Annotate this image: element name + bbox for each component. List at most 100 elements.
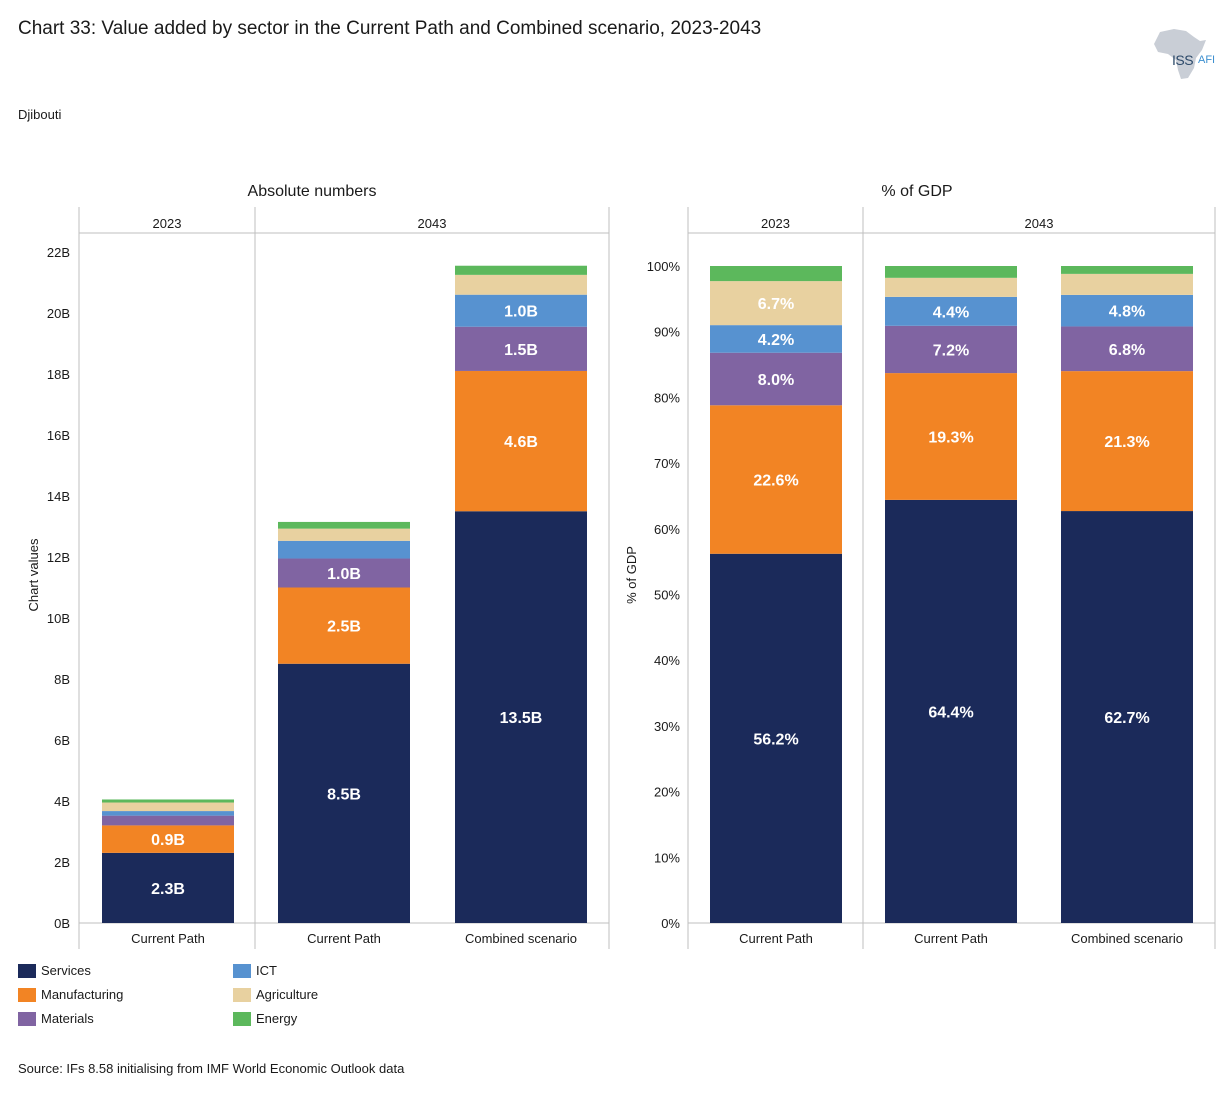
group-header: 2043: [418, 216, 447, 231]
x-category-label: Combined scenario: [465, 931, 577, 946]
chart-title: Chart 33: Value added by sector in the C…: [18, 18, 762, 39]
y-tick-label: 10B: [47, 611, 70, 626]
y-tick-label: 4B: [54, 794, 70, 809]
logo-iss-text: ISS: [1172, 52, 1194, 68]
legend-swatch: [18, 987, 36, 1002]
bar-segment-energy: [710, 266, 842, 282]
y-tick-label: 10%: [654, 850, 680, 865]
bar-segment-ict: [710, 325, 842, 353]
x-category-label: Current Path: [739, 931, 813, 946]
bar-segment-materials: [885, 325, 1017, 374]
data-label: 2.3B: [151, 881, 185, 898]
data-label: 19.3%: [928, 429, 973, 446]
bar-segment-energy: [102, 799, 234, 803]
data-label: 7.2%: [933, 342, 969, 359]
bar-segment-ict: [278, 540, 410, 559]
bar-segment-services: [710, 553, 842, 923]
data-label: 1.0B: [504, 304, 538, 321]
legend-item-materials: Materials: [18, 1011, 94, 1026]
y-tick-label: 60%: [654, 522, 680, 537]
data-label: 6.7%: [758, 296, 794, 313]
y-tick-label: 50%: [654, 588, 680, 603]
bar-segment-ict: [885, 296, 1017, 326]
y-tick-label: 40%: [654, 653, 680, 668]
bar-segment-services: [885, 499, 1017, 923]
x-category-label: Current Path: [131, 931, 205, 946]
bar-segment-manufacturing: [455, 370, 587, 512]
y-tick-label: 6B: [54, 733, 70, 748]
bar-segment-ict: [1061, 294, 1193, 327]
legend-label: ICT: [256, 963, 277, 978]
absolute-numbers-chart: Absolute numbers 2023 2043 0B 2B 4B 6B 8B 10B 12B…: [26, 183, 610, 949]
x-category-label: Combined scenario: [1071, 931, 1183, 946]
data-label: 8.0%: [758, 372, 794, 389]
data-label: 13.5B: [500, 710, 543, 727]
bar-segment-manufacturing: [1061, 371, 1193, 512]
x-category-label: Current Path: [914, 931, 988, 946]
group-header: 2043: [1025, 216, 1054, 231]
legend-label: Energy: [256, 1011, 298, 1026]
data-label: 21.3%: [1104, 434, 1149, 451]
data-label: 6.8%: [1109, 342, 1145, 359]
legend-item-energy: Energy: [233, 1011, 297, 1026]
y-axis-label: % of GDP: [624, 546, 639, 604]
x-category-label: Current Path: [307, 931, 381, 946]
bar-segment-materials: [278, 558, 410, 588]
bar-segment-manufacturing: [710, 405, 842, 554]
bar-segment-services: [455, 511, 587, 923]
y-tick-label: 30%: [654, 719, 680, 734]
data-label: 22.6%: [753, 473, 798, 490]
data-label: 4.4%: [933, 304, 969, 321]
group-header: 2023: [761, 216, 790, 231]
legend-swatch: [233, 987, 251, 1002]
logo-afi-text: AFI: [1198, 54, 1216, 66]
y-tick-label: 12B: [47, 550, 70, 565]
bar-segment-energy: [278, 521, 410, 529]
percent-gdp-chart: % of GDP 2023 2043 0% 10% 20% 30% 40% 50% 60% 70% 8…: [624, 183, 1216, 949]
legend-label: Materials: [41, 1011, 94, 1026]
y-tick-label: 90%: [654, 325, 680, 340]
bar-segment-manufacturing: [278, 587, 410, 664]
data-label: 62.7%: [1104, 710, 1149, 727]
bar-segment-energy: [455, 265, 587, 275]
y-tick-label: 16B: [47, 428, 70, 443]
bar-segment-services: [278, 663, 410, 923]
iss-afi-logo: ISS AFI: [1148, 26, 1220, 82]
chart-panel-title: Absolute numbers: [248, 183, 377, 200]
y-tick-label: 14B: [47, 489, 70, 504]
legend-label: Services: [41, 963, 91, 978]
bar-segment-agriculture: [102, 802, 234, 812]
bar-segment-agriculture: [710, 281, 842, 326]
legend-label: Manufacturing: [41, 987, 124, 1002]
bar-segment-materials: [1061, 326, 1193, 372]
bar-segment-materials: [710, 352, 842, 406]
data-label: 2.5B: [327, 619, 361, 636]
bar-segment-agriculture: [1061, 273, 1193, 295]
country-label: Djibouti: [18, 107, 62, 122]
bar-segment-materials: [455, 326, 587, 371]
bar-segment-agriculture: [885, 277, 1017, 297]
y-tick-label: 0%: [661, 916, 680, 931]
y-tick-label: 8B: [54, 672, 70, 687]
y-tick-label: 0B: [54, 916, 70, 931]
y-axis-label: Chart values: [26, 538, 41, 611]
source-note: Source: IFs 8.58 initialising from IMF W…: [18, 1061, 405, 1076]
legend-label: Agriculture: [256, 987, 319, 1002]
bar-segment-agriculture: [455, 274, 587, 295]
legend-item-agriculture: Agriculture: [233, 987, 318, 1002]
data-label: 0.9B: [151, 832, 185, 849]
y-tick-label: 80%: [654, 390, 680, 405]
data-label: 56.2%: [753, 731, 798, 748]
data-label: 4.8%: [1109, 304, 1145, 321]
legend-item-ict: ICT: [233, 963, 277, 978]
bar-segment-energy: [885, 266, 1017, 278]
data-label: 4.2%: [758, 332, 794, 349]
data-label: 64.4%: [928, 704, 973, 721]
africa-map-icon: [1154, 29, 1206, 79]
legend-swatch: [233, 963, 251, 978]
legend-swatch: [18, 963, 36, 978]
bar-segment-energy: [1061, 266, 1193, 274]
bar-segment-services: [1061, 511, 1193, 923]
bar-segment-materials: [102, 815, 234, 826]
bar-segment-agriculture: [278, 528, 410, 541]
